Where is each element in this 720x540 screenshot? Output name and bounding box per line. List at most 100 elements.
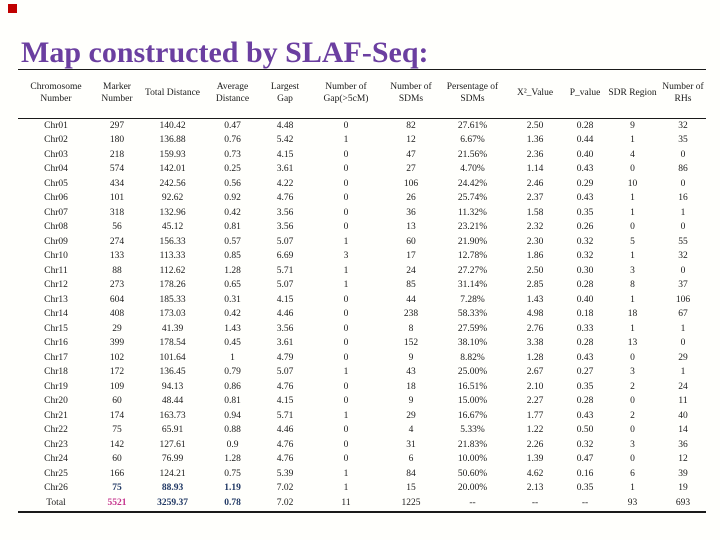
- table-row: Chr15 29 41.39 1.43 3.56 0 8 27.59% 2.76 0.33 1 1: [18, 322, 706, 337]
- table-cell: 0: [630, 454, 635, 464]
- table-cell: 17: [406, 251, 416, 261]
- table-cell: 50.60%: [457, 468, 488, 479]
- row-label-cell: Chr11: [44, 265, 68, 276]
- table-cell: 1.14: [526, 164, 544, 174]
- table-cell: 0.29: [576, 178, 594, 189]
- table-cell: 1.36: [526, 135, 544, 145]
- row-label-cell: Chr16: [44, 338, 68, 348]
- table-cell: 2.36: [526, 149, 544, 160]
- table-cell: 4.76: [276, 439, 294, 450]
- table-cell: 0.75: [224, 468, 241, 479]
- table-cell: 26: [406, 193, 416, 203]
- page-title: Map constructed by SLAF-Seq:: [21, 36, 429, 70]
- table-cell: 297: [109, 120, 125, 131]
- table-cell: 0.43: [576, 193, 594, 203]
- table-cell: 85: [406, 280, 416, 290]
- table-cell: 0.88: [224, 425, 241, 435]
- table-cell: 0.28: [576, 120, 594, 131]
- table-cell: 2.37: [526, 193, 544, 203]
- table-cell: 5.33%: [460, 425, 485, 435]
- table-cell: 0.42: [224, 207, 241, 218]
- table-cell: 10.00%: [457, 454, 488, 464]
- table-cell: 4.15: [276, 294, 294, 305]
- table-cell: 1: [343, 468, 349, 479]
- table-cell: 178.26: [159, 280, 186, 290]
- table-cell: 2.76: [526, 323, 544, 334]
- table-cell: 0: [343, 439, 349, 450]
- table-cell: 0: [630, 222, 635, 232]
- column-header: Number of SDMs: [382, 69, 440, 119]
- table-cell: 18: [406, 381, 416, 392]
- total-row: Total 5521 3259.37 0.78 7.02 11 1225 -- -- -- 93 69…: [18, 496, 706, 513]
- table-cell: 0.94: [224, 410, 241, 421]
- column-header: Total Distance: [140, 69, 205, 119]
- table-cell: 12.78%: [457, 251, 488, 261]
- column-header: X²_Value: [505, 69, 565, 119]
- table-cell: 92.62: [161, 193, 184, 203]
- row-label-cell: Chr08: [44, 222, 68, 232]
- table-cell: 75: [112, 425, 122, 435]
- table-cell: --: [440, 496, 505, 513]
- row-label-cell: Chr15: [44, 323, 68, 334]
- table-cell: 1: [680, 323, 686, 334]
- column-header: SDR Region: [605, 69, 660, 119]
- table-cell: 0: [343, 207, 349, 218]
- table-cell: 12: [406, 135, 416, 145]
- table-cell: 86: [678, 164, 688, 174]
- column-header: P_value: [565, 69, 605, 119]
- table-cell: 0.65: [224, 280, 241, 290]
- table-cell: 434: [109, 178, 125, 189]
- table-cell: 0.79: [224, 367, 241, 377]
- table-cell: 2: [630, 410, 635, 421]
- table-cell: 180: [109, 135, 125, 145]
- table-cell: 3: [630, 367, 635, 377]
- table-cell: 15: [406, 483, 416, 493]
- table-row: Chr07 318 132.96 0.42 3.56 0 36 11.32% 1.58 0.35 1…: [18, 206, 706, 221]
- table-cell: 0.78: [205, 496, 260, 513]
- table-cell: 0.31: [224, 294, 241, 305]
- row-label-cell: Chr02: [44, 135, 68, 145]
- table-cell: 101.64: [159, 352, 186, 363]
- table-cell: 408: [109, 309, 125, 319]
- table-cell: 1.43: [526, 294, 544, 305]
- table-cell: 11: [310, 496, 382, 513]
- row-label-cell: Chr14: [44, 309, 68, 319]
- table-cell: 3: [630, 439, 635, 450]
- table-cell: 1: [230, 352, 235, 363]
- table-cell: 0.9: [226, 439, 239, 450]
- table-row: Chr26 75 88.93 1.19 7.02 1 15 20.00% 2.13 0.35 1 19: [18, 482, 706, 497]
- table-row: Chr01 297 140.42 0.47 4.48 0 82 27.61% 2.50 0.28 9…: [18, 119, 706, 134]
- table-cell: 1: [630, 207, 635, 218]
- table-cell: 3.38: [526, 338, 544, 348]
- table-cell: 2: [630, 381, 635, 392]
- table-cell: 242.56: [159, 178, 186, 189]
- table-head: Chromosome Number Marker Number Total Dist…: [18, 69, 706, 119]
- table-cell: 0: [343, 222, 349, 232]
- table-cell: 399: [109, 338, 125, 348]
- table-row: Chr08 56 45.12 0.81 3.56 0 13 23.21% 2.32 0.26 0 0: [18, 221, 706, 236]
- table-cell: 1.77: [526, 410, 544, 421]
- table-cell: 3: [630, 265, 635, 276]
- table-cell: 94.13: [161, 381, 184, 392]
- table-cell: 0.50: [576, 425, 594, 435]
- table-cell: 29: [406, 410, 416, 421]
- table-row: Chr19 109 94.13 0.86 4.76 0 18 16.51% 2.10 0.35 2 2…: [18, 380, 706, 395]
- table-cell: 4.76: [276, 193, 294, 203]
- table-cell: 4: [630, 149, 635, 160]
- table-cell: 88.93: [161, 483, 184, 493]
- table-cell: 1.28: [224, 454, 241, 464]
- table-cell: 3.61: [276, 164, 294, 174]
- table-cell: 3259.37: [140, 496, 205, 513]
- table-cell: 16: [678, 193, 688, 203]
- table-cell: 0.43: [576, 352, 594, 363]
- table-cell: 0.45: [224, 338, 241, 348]
- table-cell: 0.27: [576, 367, 594, 377]
- table-row: Chr25 166 124.21 0.75 5.39 1 84 50.60% 4.62 0.16 6…: [18, 467, 706, 482]
- table-cell: 84: [406, 468, 416, 479]
- table-cell: 102: [109, 352, 125, 363]
- table-cell: 75: [112, 483, 122, 493]
- table-cell: 20.00%: [457, 483, 488, 493]
- table-cell: 4.76: [276, 454, 294, 464]
- table-cell: 1.28: [526, 352, 544, 363]
- table-cell: 0: [630, 396, 635, 406]
